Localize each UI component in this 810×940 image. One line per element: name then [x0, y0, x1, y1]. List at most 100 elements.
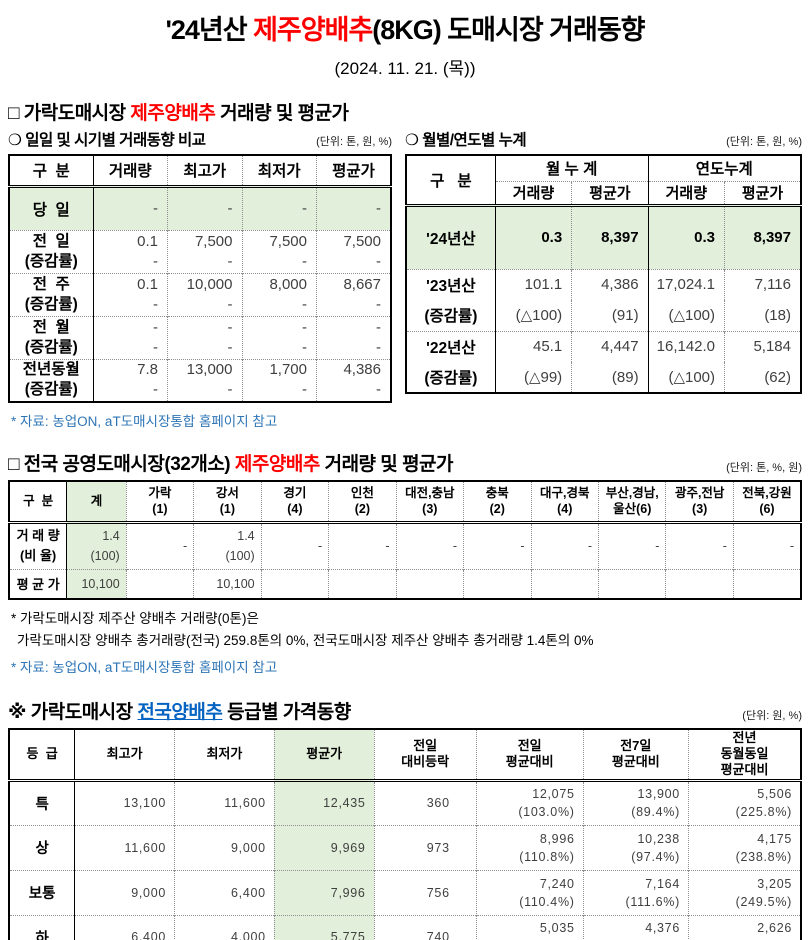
cell: 9,000 [174, 824, 275, 870]
cumulative-subtitle: ❍ 월별/연도별 누계 [405, 132, 527, 149]
header-line: (1) [219, 502, 236, 517]
cell: 7,996 [273, 869, 375, 915]
col-header: 최고가 [74, 729, 175, 782]
row-label: 거 래 량 (비 율) [9, 522, 67, 569]
page-title: '24년산 제주양배추(8KG) 도매시장 거래동향 [8, 8, 802, 47]
value-line: (100) [90, 549, 120, 563]
table-row-grade-special: 특 13,100 11,600 12,435 360 12,075 (103.0%… [9, 780, 801, 825]
heading-highlight: 제주양배추 [234, 454, 320, 475]
cell: 9,969 [273, 824, 375, 870]
value-line: 13,000 [186, 361, 233, 379]
header-line: 평균대비 [505, 754, 554, 770]
value-line: - [301, 318, 307, 336]
col-header: 전년 동월동일 평균대비 [687, 729, 801, 782]
value-line: - [301, 381, 307, 399]
value-line: - [301, 252, 307, 270]
grade-unit-label: (단위: 원, %) [742, 710, 802, 722]
heading-text: □ 가락도매시장 [8, 103, 131, 124]
table-row-prev-month: 전 월 (증감률) -- -- -- -- [9, 315, 391, 359]
value-line: (225.8%) [735, 805, 792, 819]
value-line: 8,000 [269, 275, 307, 293]
value-line: - [520, 539, 525, 553]
table-row-grade-high: 상 11,600 9,000 9,969 973 8,996 (110.8%) 1… [9, 824, 801, 870]
cell: 10,238 (97.4%) [582, 824, 689, 870]
grade-header-row: 등 급 최고가 최저가 평균가 전일 대비등락 전일 평균대비 전7일 평균대비 전년… [9, 729, 801, 782]
value-line: 7,500 [343, 232, 381, 250]
heading-text: 거래량 및 평균가 [215, 103, 349, 124]
cell: 17,024.1 [647, 268, 725, 300]
col-header: 전일 평균대비 [475, 729, 584, 782]
value-line: 10,238 [637, 831, 680, 846]
row-label: 특 [35, 796, 49, 813]
cell: 1.4 (100) [66, 522, 127, 569]
cell: - [665, 522, 734, 569]
cell: 7,500 - [167, 229, 242, 273]
value-line: (97.4%) [631, 849, 680, 864]
header-line: 평균대비 [611, 754, 660, 770]
value-line: - [227, 318, 233, 336]
cell: 8,000 - [241, 272, 317, 316]
value-line: - [153, 252, 159, 270]
table-row-prev-day: 전 일 (증감률) 0.1 - 7,500 - 7,500 - 7,500 - [9, 229, 391, 273]
row-label: 전 월 (증감률) [9, 315, 94, 359]
col-header: 대전,충남 (3) [395, 481, 464, 524]
value-line: - [301, 295, 307, 313]
label-line: 전 월 [32, 318, 70, 336]
label-line: (증감률) [24, 338, 78, 356]
header-line: (6) [759, 502, 775, 517]
cumulative-subheader-row: 거래량 평균가 거래량 평균가 [406, 181, 801, 207]
cell: 12,075 (103.0%) [475, 780, 584, 825]
cell: 16,142.0 [647, 330, 725, 362]
nationwide-footnote-1: * 가락도매시장 제주산 양배추 거래량(0톤)은 [11, 611, 259, 626]
row-label: 상 [9, 824, 75, 870]
value-line: 1.4 [102, 529, 120, 543]
header-line: 대비등락 [401, 754, 450, 770]
cell: 6,400 [174, 869, 275, 915]
cumulative-group-header-row: 구 분 월 누 계 연도누계 [406, 155, 801, 207]
section1-heading: □ 가락도매시장 제주양배추 거래량 및 평균가 [8, 98, 349, 125]
heading-link[interactable]: 전국양배추 [137, 702, 223, 723]
cell: -- [315, 315, 391, 359]
value-line: - [153, 295, 159, 313]
table-row-grade-low: 하 6,400 4,000 5,775 740 5,035(114.7%) 4,… [9, 914, 801, 940]
cumulative-column: ❍ 월별/연도별 누계 (단위: 톤, 원, %) 구 분 월 누 계 연도누계… [405, 128, 802, 403]
nationwide-table: 구 분 계 가락 (1) 강서 (1) 경기 (4) 인천 (2) 대전,충남 (3) 충… [8, 480, 802, 600]
cell: 12,435 [273, 780, 375, 825]
cell: 1.4 (100) [193, 522, 262, 569]
row-label: 전년동월 (증감률) [9, 358, 94, 402]
header-line: 전7일 [620, 738, 652, 754]
cell: 360 [373, 780, 477, 825]
cell: - [167, 186, 242, 230]
row-label: 보통 [9, 869, 75, 915]
cell: 13,100 [74, 780, 175, 825]
nationwide-unit-label: (단위: 톤, %, 원) [726, 462, 802, 474]
daily-unit-label: (단위: 톤, 원, %) [316, 136, 392, 148]
header-line: 전년 [732, 730, 757, 746]
cell: - [328, 522, 397, 569]
label-line: (비 율) [20, 548, 57, 563]
col-header: 거래량 [647, 181, 725, 207]
cell: (18) [724, 300, 801, 331]
cell: (91) [571, 300, 649, 331]
heading-text: 거래량 및 평균가 [319, 454, 454, 475]
value-line: - [655, 539, 660, 553]
value-line: 13,900 [637, 787, 680, 801]
value-line: - [301, 338, 307, 356]
value-line: 4,376 [645, 921, 680, 936]
value-line: - [227, 338, 233, 356]
value-line: 0.1 [137, 275, 159, 293]
value-line: - [153, 338, 159, 356]
value-line: 8,667 [343, 275, 381, 293]
header-line: (2) [489, 502, 505, 517]
cell: - [241, 186, 317, 230]
value-line: (111.6%) [625, 894, 680, 909]
value-line: - [153, 318, 159, 336]
header-line: 가락 [148, 486, 172, 501]
cell: 0.1 - [92, 229, 168, 273]
cell [395, 568, 464, 599]
section2-heading-row: □ 전국 공영도매시장(32개소) 제주양배추 거래량 및 평균가 (단위: 톤… [8, 449, 802, 476]
cell: 10,000 - [167, 272, 242, 316]
cell: 7,500 - [315, 229, 391, 273]
value-line: - [183, 539, 188, 553]
cell: (△100) [494, 300, 572, 331]
